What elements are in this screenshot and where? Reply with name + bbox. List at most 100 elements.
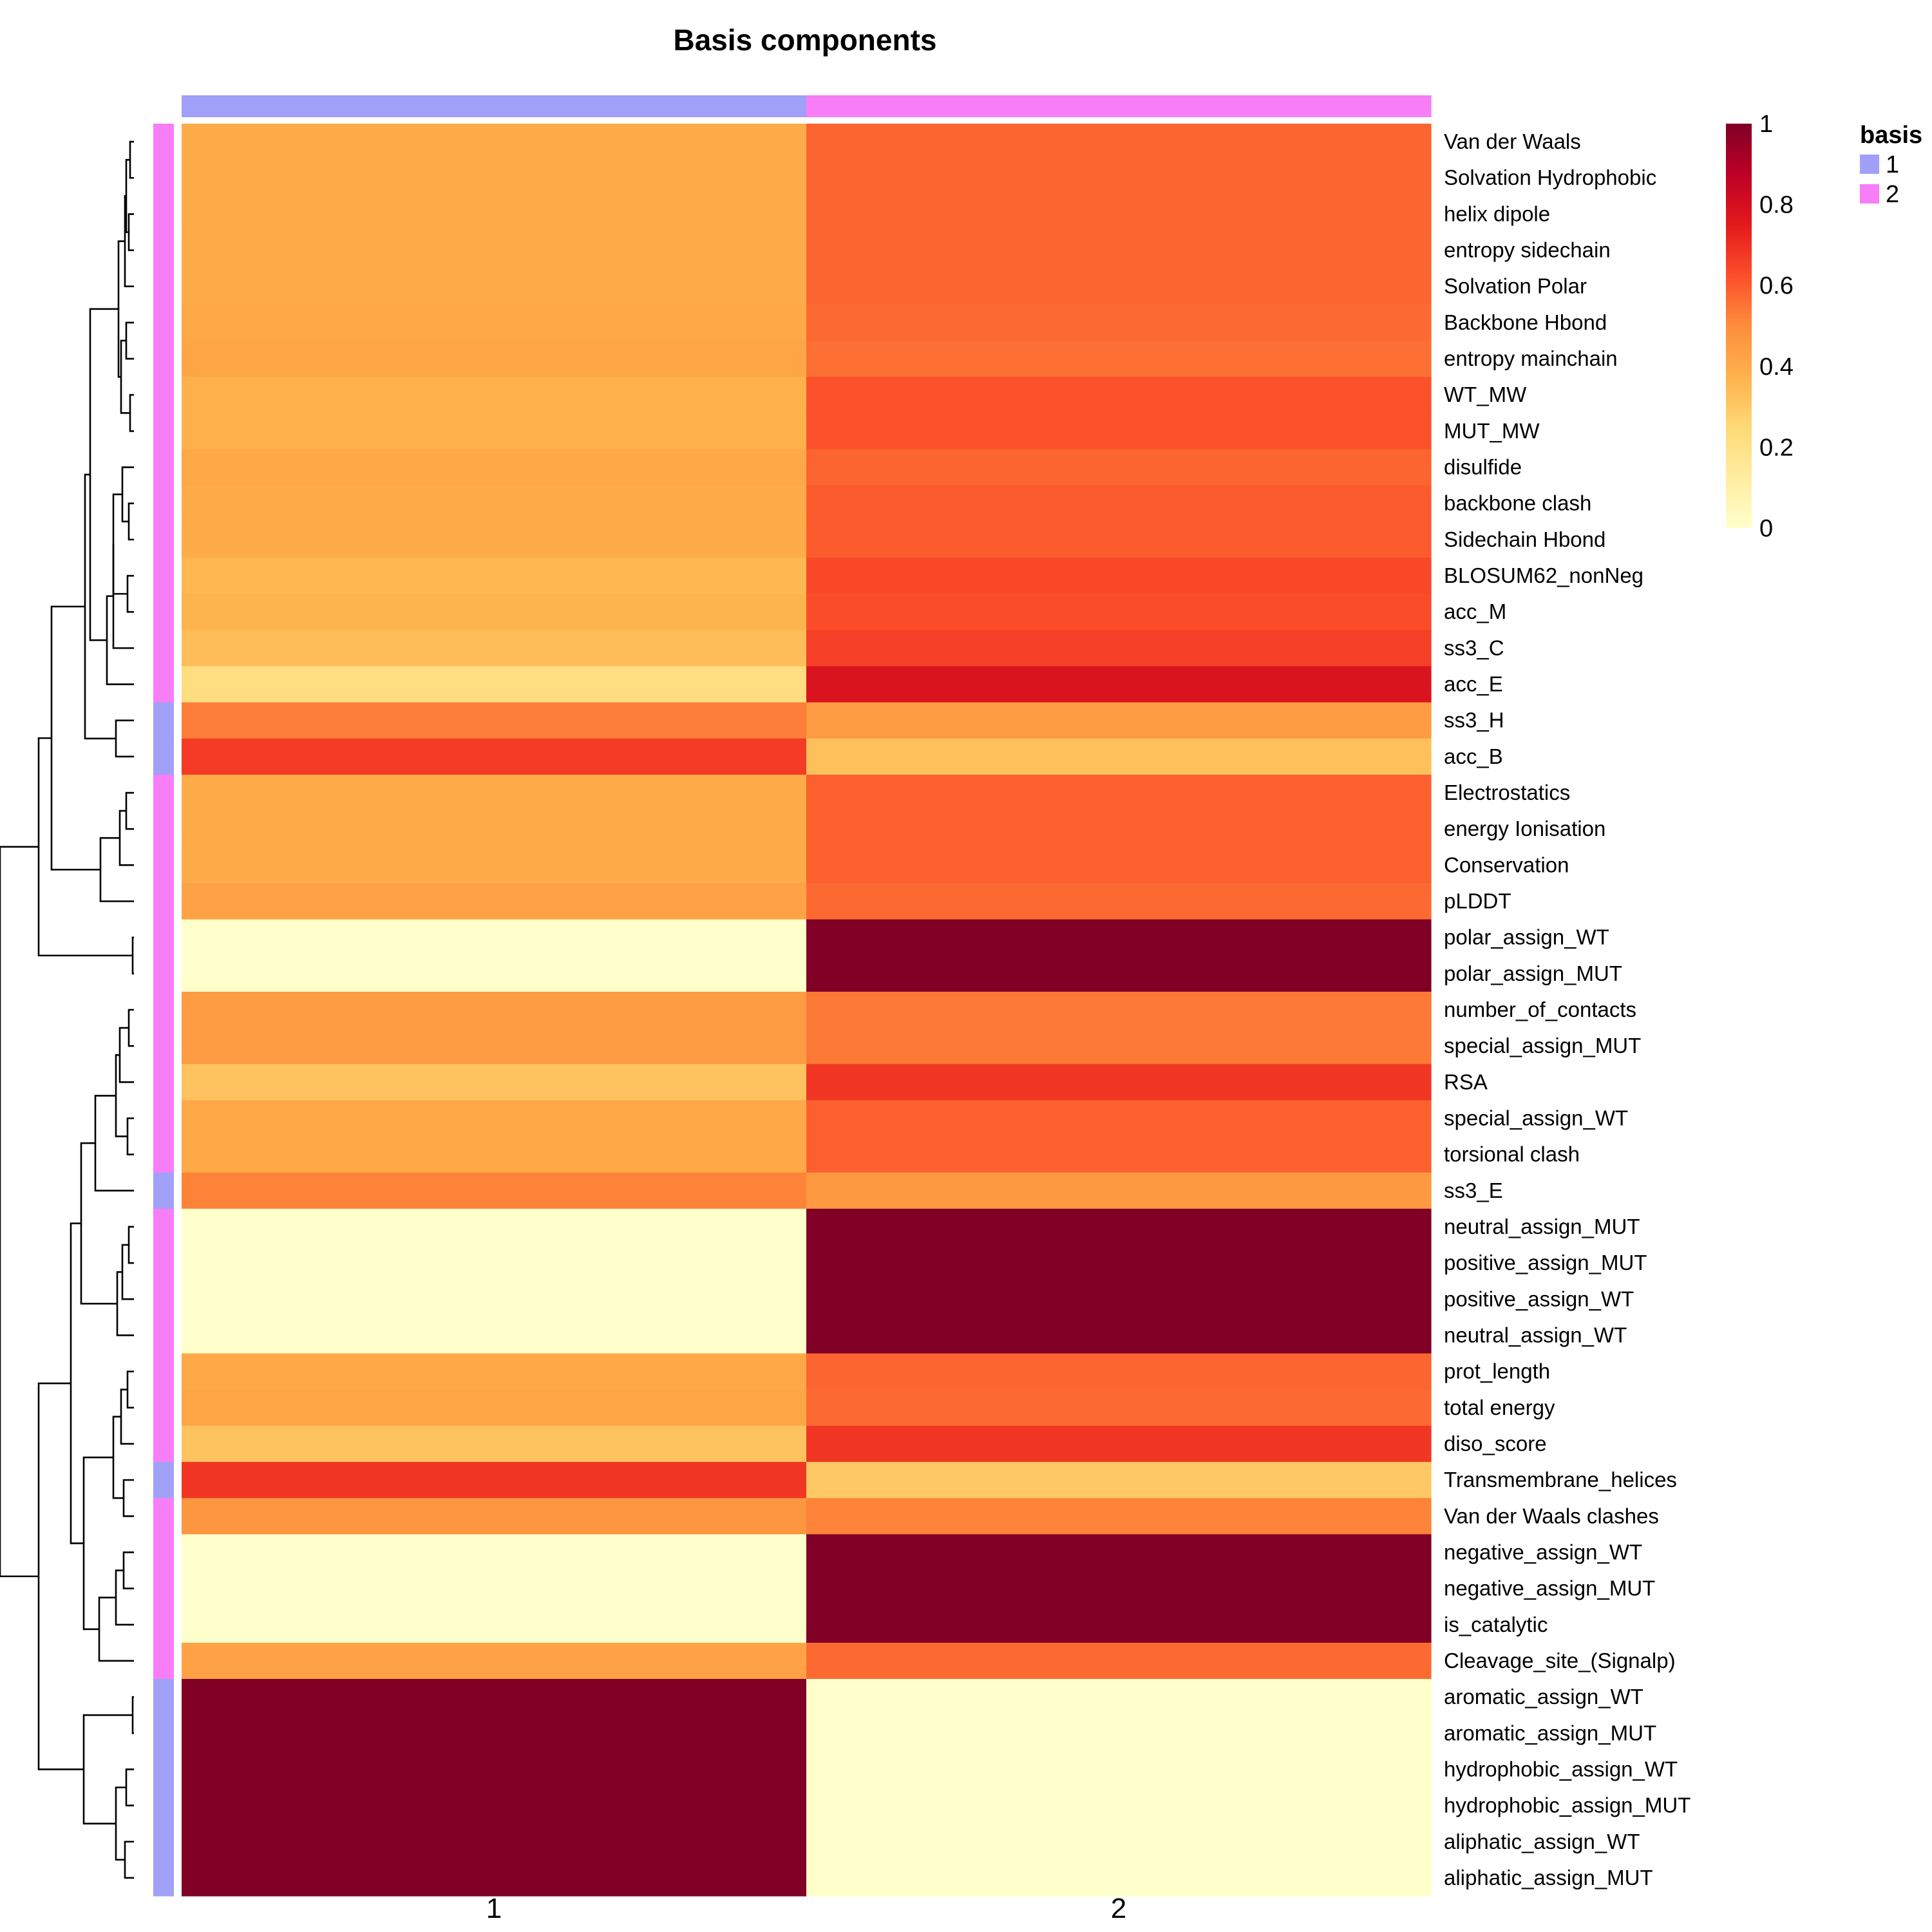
heatmap-cell bbox=[182, 1642, 807, 1680]
row-annotation-cell bbox=[153, 557, 174, 594]
row-label: aromatic_assign_WT bbox=[1444, 1685, 1643, 1709]
dendrogram-branch bbox=[128, 213, 134, 251]
heatmap-cell bbox=[806, 1100, 1432, 1137]
heatmap-cell bbox=[806, 955, 1432, 992]
basis-legend-title: basis bbox=[1860, 122, 1922, 149]
row-annotation-cell bbox=[153, 738, 174, 775]
row-annotation-cell bbox=[153, 1498, 174, 1535]
row-label: aliphatic_assign_MUT bbox=[1444, 1866, 1653, 1889]
dendrogram-branch bbox=[82, 1714, 133, 1824]
dendrogram-branch bbox=[50, 605, 100, 871]
row-label: neutral_assign_MUT bbox=[1444, 1215, 1640, 1238]
row-annotation-cell bbox=[153, 304, 174, 341]
row-label: pLDDT bbox=[1444, 889, 1511, 913]
row-label: acc_M bbox=[1444, 600, 1506, 623]
row-label: Conservation bbox=[1444, 853, 1569, 876]
row-annotation-bar bbox=[153, 124, 174, 1897]
dendrogram-branch bbox=[70, 1222, 84, 1544]
basis-legend-label: 2 bbox=[1886, 181, 1899, 208]
row-annotation-cell bbox=[153, 1462, 174, 1499]
heatmap-cell bbox=[182, 1353, 807, 1390]
row-annotation-cell bbox=[153, 1859, 174, 1897]
row-label: special_assign_WT bbox=[1444, 1106, 1628, 1130]
dendrogram-branch bbox=[121, 466, 134, 523]
heatmap-cell bbox=[182, 1281, 807, 1318]
basis-legend-swatch bbox=[1860, 184, 1879, 204]
heatmap-cell bbox=[806, 1679, 1432, 1716]
heatmap-cell bbox=[182, 811, 807, 848]
heatmap-cell bbox=[182, 738, 807, 775]
dendrogram-branch bbox=[121, 1244, 134, 1300]
row-label: Sidechain Hbond bbox=[1444, 527, 1605, 551]
row-annotation-cell bbox=[153, 1245, 174, 1282]
row-annotation-cell bbox=[153, 1208, 174, 1245]
row-label: hydrophobic_assign_WT bbox=[1444, 1757, 1678, 1781]
dendrogram-branch bbox=[124, 1841, 134, 1879]
row-label: diso_score bbox=[1444, 1432, 1547, 1455]
row-label: aliphatic_assign_WT bbox=[1444, 1830, 1640, 1853]
row-label: entropy sidechain bbox=[1444, 238, 1611, 262]
heatmap-cell bbox=[182, 991, 807, 1028]
heatmap-cell bbox=[182, 1715, 807, 1752]
row-label: positive_assign_WT bbox=[1444, 1287, 1634, 1311]
heatmap-cell bbox=[182, 630, 807, 667]
dendrogram-branch bbox=[116, 1271, 134, 1336]
row-label: entropy mainchain bbox=[1444, 346, 1618, 370]
color-scale-bar bbox=[1726, 124, 1752, 528]
heatmap-cell bbox=[182, 594, 807, 630]
row-annotation-cell bbox=[153, 413, 174, 450]
heatmap-cell bbox=[182, 666, 807, 703]
heatmap-cell bbox=[182, 521, 807, 558]
color-scale-tick-label: 1 bbox=[1759, 111, 1773, 138]
heatmap-cells bbox=[182, 124, 1432, 1897]
heatmap-cell bbox=[182, 1462, 807, 1499]
dendrogram-branch bbox=[115, 1054, 128, 1137]
row-annotation-cell bbox=[153, 774, 174, 811]
row-annotation-cell bbox=[153, 1317, 174, 1354]
dendrogram-branch bbox=[117, 240, 125, 378]
row-label: Transmembrane_helices bbox=[1444, 1468, 1677, 1492]
heatmap-cell bbox=[182, 1389, 807, 1426]
heatmap-cell bbox=[806, 1642, 1432, 1680]
dendrogram-branch bbox=[125, 158, 130, 233]
row-label: Solvation Polar bbox=[1444, 274, 1587, 298]
row-label: ss3_C bbox=[1444, 636, 1504, 659]
row-annotation-cell bbox=[153, 1028, 174, 1065]
dendrogram-branch bbox=[126, 574, 134, 613]
dendrogram-branch bbox=[128, 1226, 134, 1264]
dendrogram-branch bbox=[82, 1456, 113, 1631]
row-label: acc_B bbox=[1444, 744, 1503, 768]
dendrogram-branch bbox=[126, 1370, 134, 1409]
row-label: aromatic_assign_MUT bbox=[1444, 1721, 1656, 1745]
row-label: RSA bbox=[1444, 1070, 1488, 1094]
heatmap-cell bbox=[182, 1136, 807, 1173]
row-label: Solvation Hydrophobic bbox=[1444, 166, 1656, 189]
dendrogram-branch bbox=[98, 1596, 134, 1662]
row-label: acc_E bbox=[1444, 672, 1503, 696]
dendrogram-branch bbox=[118, 1027, 134, 1083]
dendrogram-branch bbox=[128, 502, 134, 541]
dendrogram-branch bbox=[89, 308, 118, 641]
heatmap-cell bbox=[806, 413, 1432, 450]
column-label: 2 bbox=[1111, 1893, 1126, 1924]
dendrogram-branch bbox=[125, 791, 134, 830]
dendrogram-branch bbox=[120, 339, 130, 414]
heatmap-cell bbox=[182, 160, 807, 196]
row-label: ss3_H bbox=[1444, 708, 1504, 732]
heatmap-cell bbox=[806, 1064, 1432, 1101]
heatmap-cell bbox=[182, 1787, 807, 1824]
heatmap-cell bbox=[182, 1823, 807, 1861]
heatmap-cell bbox=[182, 268, 807, 305]
heatmap-cell bbox=[806, 1317, 1432, 1354]
row-annotation-cell bbox=[153, 1606, 174, 1643]
row-label: energy Ionisation bbox=[1444, 817, 1605, 840]
column-annotation-cell bbox=[806, 95, 1432, 117]
color-scale-tick-label: 0.4 bbox=[1759, 354, 1794, 381]
heatmap-cell bbox=[806, 1245, 1432, 1282]
heatmap-cell bbox=[806, 1859, 1432, 1897]
heatmap-cell bbox=[806, 340, 1432, 377]
dendrogram-branch bbox=[99, 837, 134, 902]
dendrogram-branch bbox=[120, 1388, 134, 1445]
heatmap-cell bbox=[806, 1353, 1432, 1390]
heatmap-cell bbox=[806, 702, 1432, 739]
